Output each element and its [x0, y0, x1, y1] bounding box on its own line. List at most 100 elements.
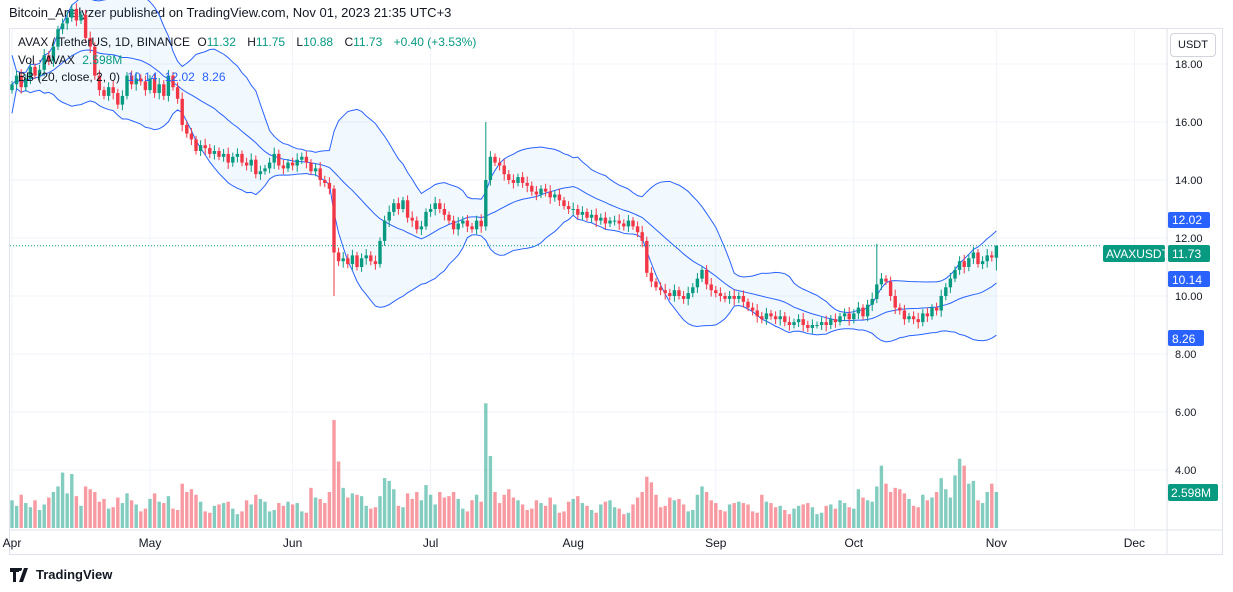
candle-body: [700, 269, 704, 279]
candle: [898, 303, 902, 315]
candle-body: [134, 78, 138, 85]
candle: [925, 307, 930, 322]
candle-body: [718, 293, 723, 296]
candle: [962, 254, 966, 274]
candle-body: [723, 296, 727, 299]
candle: [70, 4, 74, 22]
volume-bar: [783, 509, 787, 528]
candle-body: [511, 180, 516, 183]
axis-tags: 12.02 AVAXUSDT 11.73 10.14 8.26 2.598M: [1103, 212, 1218, 501]
high-label: H: [247, 35, 256, 49]
volume-bar: [787, 514, 792, 528]
candle: [723, 292, 727, 303]
candle: [143, 75, 148, 96]
volume-bar: [948, 497, 953, 528]
volume-bar: [668, 497, 672, 528]
candle-body: [635, 226, 640, 233]
tradingview-logo[interactable]: TradingView: [10, 567, 112, 582]
volume-bar: [907, 498, 911, 528]
candle-body: [907, 316, 911, 320]
candle: [769, 309, 773, 320]
candle: [106, 82, 111, 101]
volume-bar: [134, 504, 138, 528]
volume-bar: [566, 501, 571, 528]
candle: [870, 292, 874, 312]
x-tick-label: Nov: [986, 536, 1007, 550]
candle: [267, 157, 272, 174]
candle-body: [125, 75, 129, 96]
volume-bar: [714, 503, 718, 528]
bb-lower-value: 8.26: [202, 70, 226, 84]
candle: [323, 175, 327, 188]
candle: [645, 236, 649, 278]
volume-bar: [309, 487, 313, 528]
legend-volume: Vol · AVAX 2.598M: [18, 53, 126, 67]
candle-body: [566, 206, 571, 209]
volume-bar: [884, 483, 888, 528]
volume-bar: [410, 498, 414, 528]
candle: [396, 197, 401, 215]
candle: [580, 206, 585, 221]
candle-body: [97, 75, 102, 91]
volume-bar: [925, 500, 930, 528]
candle-body: [530, 185, 534, 192]
legend-symbol: AVAX / TetherUS, 1D, BINANCE: [18, 35, 191, 49]
volume-bar: [263, 501, 267, 528]
candle: [139, 74, 143, 86]
candle: [617, 214, 621, 230]
close-value: 11.73: [353, 35, 383, 49]
candle: [562, 196, 566, 210]
volume-bar: [28, 507, 33, 528]
candle-body: [148, 78, 152, 91]
candle: [599, 213, 603, 225]
x-tick-label: May: [139, 536, 162, 550]
volume-bar: [548, 497, 552, 528]
candle-body: [709, 284, 713, 291]
volume-bar: [852, 508, 856, 528]
candle-body: [787, 322, 792, 325]
candle: [129, 70, 134, 90]
volume-bar: [203, 511, 207, 528]
volume-bar: [778, 505, 782, 528]
candle-body: [760, 316, 764, 320]
candle: [474, 215, 479, 235]
candle-body: [51, 46, 56, 62]
volume-bar: [534, 500, 539, 528]
candle: [424, 208, 428, 230]
volume-bar: [428, 494, 433, 528]
candle-body: [295, 159, 299, 166]
candle-body: [217, 151, 221, 157]
candle-body: [290, 162, 295, 166]
candle-body: [249, 159, 253, 166]
candle-body: [626, 220, 631, 227]
volume-bar: [990, 483, 994, 528]
candle-body: [185, 124, 189, 134]
candle-body: [281, 165, 286, 169]
low-label: L: [296, 35, 304, 49]
candle-body: [254, 159, 258, 175]
candle: [658, 282, 663, 296]
volume-bar: [815, 514, 819, 528]
candle: [888, 276, 893, 301]
volume-bar: [332, 419, 336, 528]
candle-body: [658, 287, 663, 291]
candle: [543, 183, 548, 197]
candle-body: [323, 180, 327, 183]
candle-body: [157, 84, 161, 93]
candle-body: [980, 261, 985, 265]
volume-bar: [658, 507, 663, 528]
volume-bar: [295, 503, 299, 528]
brand-name: TradingView: [36, 567, 113, 582]
volume-bar: [369, 508, 373, 528]
currency-button[interactable]: USDT: [1170, 33, 1216, 57]
candle: [622, 219, 626, 231]
volume-bar: [530, 508, 534, 528]
candle-body: [691, 287, 695, 294]
volume-bar: [447, 496, 451, 528]
candle-body: [488, 156, 493, 180]
candle-body: [976, 252, 980, 265]
candle: [576, 204, 580, 220]
candle-body: [994, 245, 999, 258]
candle-body: [520, 177, 525, 183]
